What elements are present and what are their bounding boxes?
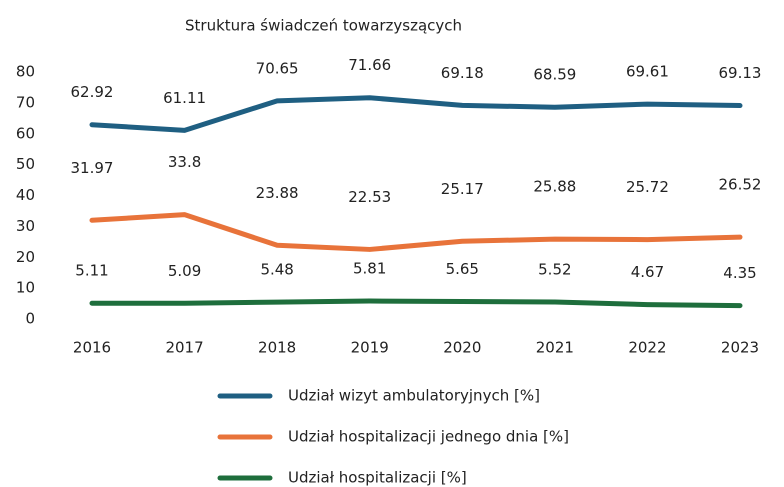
- y-tick-label: 0: [25, 310, 35, 328]
- data-label: 69.13: [719, 64, 762, 82]
- data-label: 5.65: [446, 260, 479, 278]
- data-label: 23.88: [256, 184, 299, 202]
- y-tick-label: 40: [16, 186, 35, 204]
- data-label: 31.97: [71, 159, 114, 177]
- y-tick-label: 70: [16, 93, 35, 111]
- x-tick-label: 2022: [628, 339, 666, 357]
- y-tick-label: 60: [16, 124, 35, 142]
- data-label: 70.65: [256, 59, 299, 77]
- data-label: 22.53: [348, 188, 391, 206]
- data-label: 5.11: [75, 262, 108, 280]
- x-tick-label: 2017: [165, 339, 203, 357]
- data-label: 25.17: [441, 180, 484, 198]
- y-tick-label: 80: [16, 63, 35, 81]
- x-tick-label: 2016: [73, 339, 111, 357]
- y-tick-label: 30: [16, 217, 35, 235]
- data-label: 26.52: [719, 176, 762, 194]
- x-tick-label: 2023: [721, 339, 759, 357]
- data-label: 69.18: [441, 64, 484, 82]
- x-tick-label: 2021: [536, 339, 574, 357]
- y-tick-label: 10: [16, 279, 35, 297]
- data-label: 25.88: [533, 178, 576, 196]
- series-line: [89, 95, 743, 133]
- data-label: 69.61: [626, 63, 669, 81]
- data-label: 4.35: [723, 264, 756, 282]
- data-label: 5.09: [168, 262, 201, 280]
- data-label: 68.59: [533, 66, 576, 84]
- data-label: 4.67: [631, 263, 664, 281]
- data-label: 25.72: [626, 178, 669, 196]
- x-tick-label: 2018: [258, 339, 296, 357]
- legend-label: Udział wizyt ambulatoryjnych [%]: [288, 387, 540, 405]
- y-tick-label: 20: [16, 248, 35, 266]
- data-label: 61.11: [163, 89, 206, 107]
- data-label: 5.81: [353, 260, 386, 278]
- data-label: 71.66: [348, 56, 391, 74]
- legend-label: Udział hospitalizacji [%]: [288, 469, 467, 487]
- y-tick-label: 50: [16, 155, 35, 173]
- x-tick-label: 2020: [443, 339, 481, 357]
- data-label: 62.92: [71, 83, 114, 101]
- data-label: 33.8: [168, 153, 201, 171]
- data-label: 5.52: [538, 260, 571, 278]
- series-line: [89, 212, 743, 252]
- legend-label: Udział hospitalizacji jednego dnia [%]: [288, 428, 569, 446]
- x-tick-label: 2019: [351, 339, 389, 357]
- series-line: [89, 298, 743, 309]
- chart-title: Struktura świadczeń towarzyszących: [185, 17, 462, 35]
- data-label: 5.48: [260, 261, 293, 279]
